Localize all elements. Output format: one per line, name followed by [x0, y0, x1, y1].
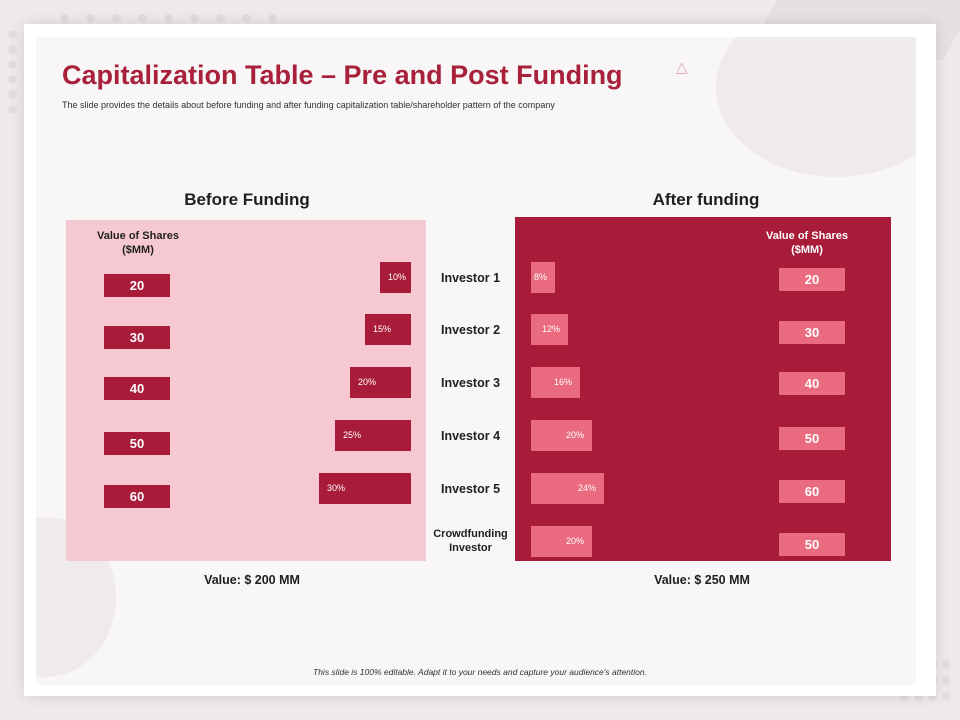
after-shares-header: Value of Shares ($MM) [747, 229, 867, 257]
background-dot [164, 14, 173, 23]
crowdfunding-label-line: Crowdfunding [433, 528, 508, 540]
after-share-value: 20 [779, 268, 845, 291]
decorative-blob [716, 37, 916, 177]
background-dot [8, 90, 17, 99]
background-dot [268, 14, 277, 23]
footer-note: This slide is 100% editable. Adapt it to… [313, 667, 647, 677]
background-dot [242, 14, 251, 23]
before-share-value: 50 [104, 432, 170, 455]
after-share-value: 40 [779, 372, 845, 395]
after-shares-header-line: ($MM) [791, 244, 823, 256]
before-shares-header: Value of Shares ($MM) [78, 229, 198, 257]
after-total-value: Value: $ 250 MM [654, 573, 750, 587]
background-dot [942, 692, 951, 701]
after-share-value: 30 [779, 321, 845, 344]
after-funding-heading: After funding [652, 190, 760, 209]
before-funding-heading: Before Funding [184, 190, 310, 209]
after-percent-bar: 20% [531, 420, 592, 451]
investor-label: Investor 4 [440, 429, 501, 443]
background-dot [86, 14, 95, 23]
before-percent-bar: 20% [350, 367, 411, 398]
triangle-icon: △ [676, 59, 688, 76]
crowdfunding-investor-label: Crowdfunding Investor [426, 527, 515, 555]
before-total-value: Value: $ 200 MM [204, 573, 300, 587]
before-shares-header-line: Value of Shares [97, 230, 179, 242]
before-share-value: 40 [104, 377, 170, 400]
background-dot [60, 14, 69, 23]
background-dot [190, 14, 199, 23]
before-shares-header-line: ($MM) [122, 244, 154, 256]
crowdfunding-label-line: Investor [449, 542, 492, 554]
before-percent-bar: 25% [335, 420, 411, 451]
after-share-value: 50 [779, 427, 845, 450]
background-dot [928, 692, 937, 701]
after-percent-bar: 24% [531, 473, 604, 504]
before-share-value: 30 [104, 326, 170, 349]
investor-label: Investor 3 [440, 376, 501, 390]
background-dot [942, 676, 951, 685]
page-subtitle: The slide provides the details about bef… [62, 100, 555, 110]
before-percent-bar: 15% [365, 314, 411, 345]
after-share-value: 50 [779, 533, 845, 556]
background-dot [8, 60, 17, 69]
before-percent-bar: 30% [319, 473, 411, 504]
before-share-value: 20 [104, 274, 170, 297]
investor-label: Investor 5 [440, 482, 501, 496]
investor-label: Investor 2 [440, 323, 501, 337]
background-dot [8, 105, 17, 114]
background-dot [216, 14, 225, 23]
after-percent-bar: 16% [531, 367, 580, 398]
background-dot [914, 692, 923, 701]
investor-label: Investor 1 [440, 271, 501, 285]
after-share-value: 60 [779, 480, 845, 503]
background-dot [8, 75, 17, 84]
before-percent-bar: 10% [380, 262, 411, 293]
before-share-value: 60 [104, 485, 170, 508]
background-dot [8, 45, 17, 54]
background-dot [942, 660, 951, 669]
page-title: Capitalization Table – Pre and Post Fund… [62, 60, 623, 90]
after-percent-bar: 12% [531, 314, 568, 345]
after-shares-header-line: Value of Shares [766, 230, 848, 242]
after-percent-bar: 8% [531, 262, 555, 293]
after-percent-bar: 20% [531, 526, 592, 557]
background-dot [112, 14, 121, 23]
background-dot [900, 692, 909, 701]
background-dot [8, 30, 17, 39]
background-dot [138, 14, 147, 23]
